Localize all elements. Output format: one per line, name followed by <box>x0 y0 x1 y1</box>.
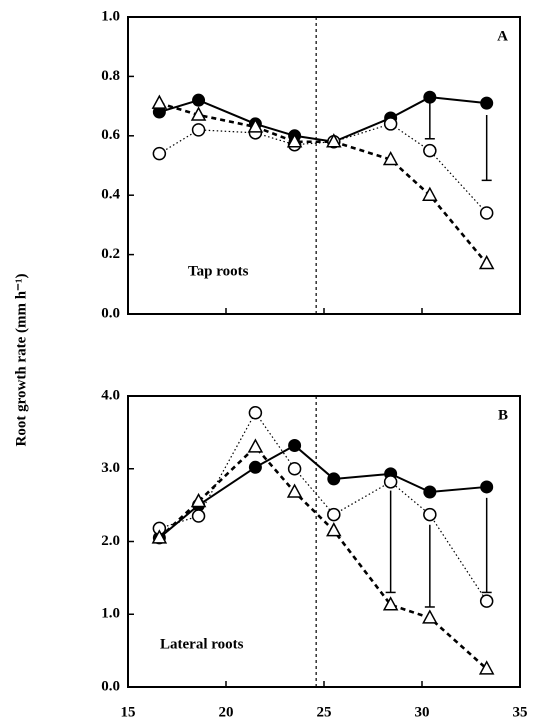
marker <box>247 438 264 453</box>
series-line <box>158 101 488 265</box>
annotation: Lateral roots <box>160 636 244 652</box>
marker <box>151 94 168 109</box>
marker <box>288 438 302 452</box>
marker <box>480 480 494 494</box>
y-tick-label: 2.0 <box>101 533 120 549</box>
series-line <box>159 123 488 214</box>
series-line <box>158 444 487 539</box>
y-tick-label: 0.4 <box>101 187 120 203</box>
marker <box>422 186 438 201</box>
marker <box>422 609 438 624</box>
x-tick-label: 35 <box>513 704 528 720</box>
series-line <box>159 96 487 143</box>
marker <box>423 143 437 158</box>
marker <box>286 483 303 498</box>
marker <box>286 133 303 148</box>
marker <box>423 507 437 522</box>
panel-label: A <box>497 28 508 44</box>
marker <box>383 117 398 131</box>
marker <box>326 133 342 148</box>
marker <box>192 93 206 107</box>
marker <box>479 594 494 608</box>
marker <box>423 90 437 104</box>
y-tick-label: 3.0 <box>101 460 120 476</box>
marker <box>327 507 341 522</box>
y-tick-label: 0.0 <box>101 678 120 694</box>
marker <box>287 462 302 476</box>
plot-frame <box>127 16 521 315</box>
y-tick-label: 0.0 <box>101 305 120 321</box>
x-tick-label: 15 <box>121 704 136 720</box>
marker <box>479 206 494 220</box>
marker <box>191 123 206 137</box>
marker <box>383 475 398 489</box>
x-tick-label: 20 <box>219 704 234 720</box>
y-tick-label: 0.8 <box>101 68 120 84</box>
series-line <box>158 445 488 670</box>
series-line <box>159 411 488 602</box>
marker <box>190 106 207 121</box>
marker <box>480 96 494 110</box>
marker <box>248 460 262 474</box>
y-tick-label: 0.2 <box>101 246 120 262</box>
marker <box>478 254 495 270</box>
marker <box>423 485 437 499</box>
x-tick-label: 25 <box>317 704 332 720</box>
x-tick-label: 30 <box>415 704 430 720</box>
marker <box>382 596 399 611</box>
marker <box>326 522 342 537</box>
y-axis-label: Root growth rate (mm h⁻¹) <box>13 274 29 447</box>
y-tick-label: 4.0 <box>101 387 120 403</box>
marker <box>151 529 168 544</box>
annotation: Tap roots <box>188 263 249 279</box>
marker <box>152 146 167 161</box>
marker <box>247 118 264 133</box>
panel-label: B <box>498 407 508 423</box>
y-tick-label: 1.0 <box>101 8 120 24</box>
marker <box>382 150 399 166</box>
marker <box>190 492 207 508</box>
marker <box>478 660 495 675</box>
marker <box>248 405 263 420</box>
marker <box>327 472 341 486</box>
y-tick-label: 0.6 <box>101 127 120 143</box>
y-tick-label: 1.0 <box>101 606 120 622</box>
marker <box>191 509 206 523</box>
